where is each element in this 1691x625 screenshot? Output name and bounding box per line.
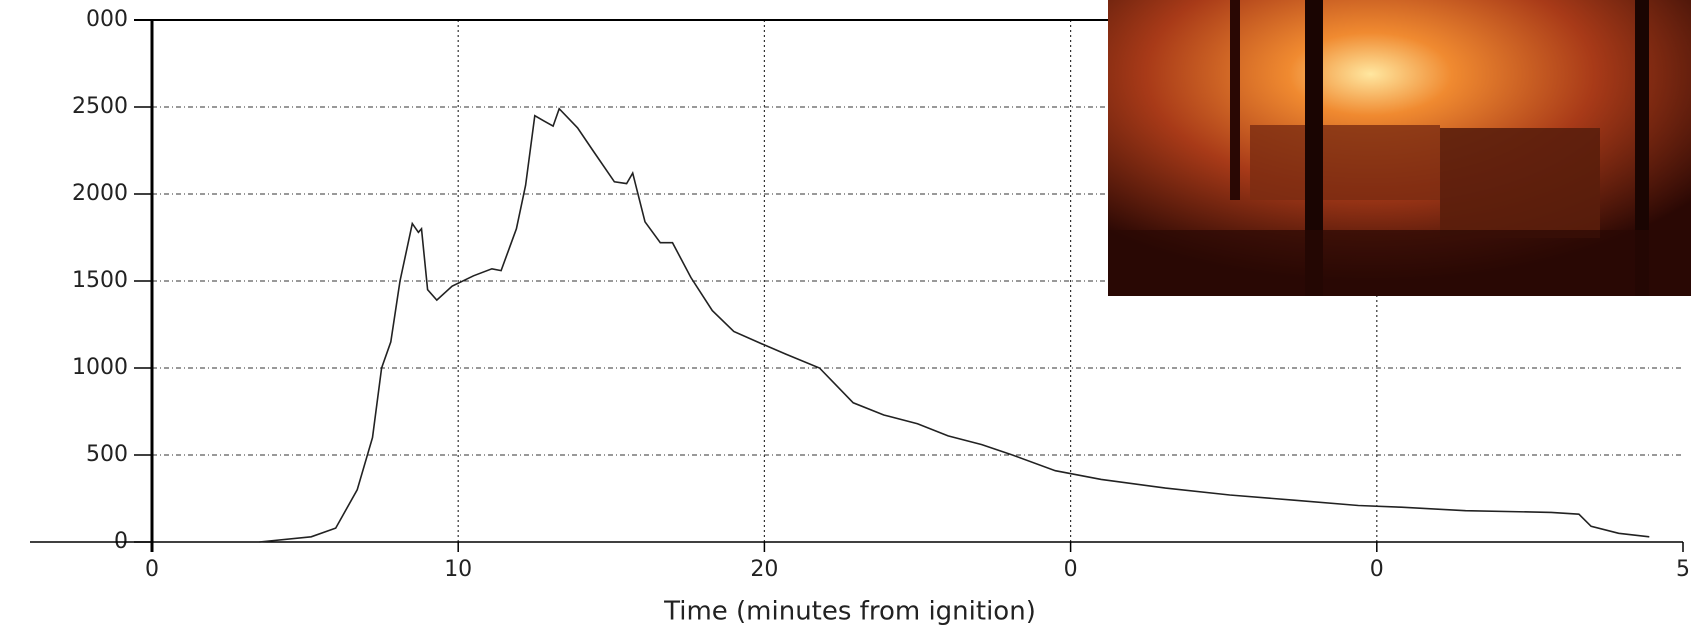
data-line [259,107,1650,543]
inset-photo [1108,0,1691,296]
x-tick-label: 0 [145,557,159,582]
y-tick-label: 500 [86,442,128,467]
y-tick-label: 000 [86,7,128,32]
y-tick-label: 2000 [72,181,128,206]
x-tick-label: 0 [1064,557,1078,582]
y-tick-label: 2500 [72,94,128,119]
y-tick-label: 1000 [72,355,128,380]
x-axis-label: Time (minutes from ignition) [663,597,1036,625]
x-tick-label: 5 [1676,557,1690,582]
y-tick-label: 1500 [72,268,128,293]
x-tick-label: 10 [444,557,472,582]
x-tick-label: 0 [1370,557,1384,582]
x-tick-label: 20 [750,557,778,582]
